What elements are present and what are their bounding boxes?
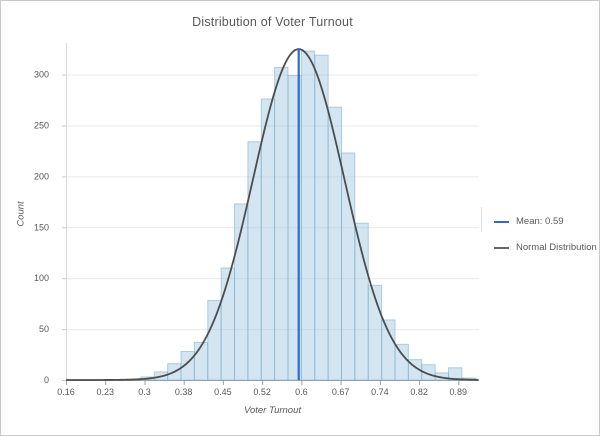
histogram-bar (354, 222, 369, 381)
x-tick-label: 0.45 (214, 387, 232, 397)
y-tick-label: 300 (34, 70, 49, 80)
x-tick-label: 0.23 (96, 387, 114, 397)
histogram-bar (448, 367, 463, 381)
x-tick-label: 0.82 (410, 387, 428, 397)
legend-item-mean: Mean: 0.59 (494, 216, 597, 227)
y-axis-label: Count (15, 201, 27, 227)
histogram-bar (421, 364, 436, 381)
x-tick-label: 0.52 (253, 387, 271, 397)
x-tick-label: 0.16 (57, 387, 75, 397)
x-axis-label: Voter Turnout (243, 405, 302, 416)
legend-label-mean: Mean: 0.59 (516, 216, 564, 227)
legend-label-normal: Normal Distribution (516, 242, 597, 253)
y-tick-label: 150 (34, 222, 49, 232)
histogram-bar (327, 106, 343, 381)
histogram-bar (220, 267, 236, 381)
chart-title: Distribution of Voter Turnout (192, 15, 353, 29)
histogram-bar (300, 50, 316, 381)
y-tick-label: 100 (34, 273, 49, 283)
x-tick-label: 0.89 (450, 387, 468, 397)
y-tick-label: 50 (39, 324, 49, 334)
histogram-bar (207, 300, 222, 381)
y-tick-label: 0 (44, 375, 49, 385)
y-tick-label: 250 (34, 120, 49, 130)
x-tick-label: 0.74 (371, 387, 389, 397)
histogram-bar (274, 66, 289, 381)
y-tick-label: 200 (34, 171, 49, 181)
normal-curve-path (66, 48, 479, 381)
x-tick-label: 0.38 (175, 387, 193, 397)
x-tick-label: 0.6 (295, 387, 308, 397)
histogram-bar (193, 341, 209, 381)
mean-line-swatch (494, 220, 509, 223)
legend: Mean: 0.59 Normal Distribution (494, 216, 597, 253)
histogram-bar (394, 343, 409, 381)
legend-item-normal: Normal Distribution (494, 242, 597, 253)
normal-curve-swatch (494, 246, 509, 249)
histogram-bar (341, 152, 356, 381)
x-tick-label: 0.67 (332, 387, 350, 397)
x-tick-label: 0.3 (138, 387, 151, 397)
histogram-bar (381, 319, 396, 381)
histogram-bar (260, 98, 276, 381)
histogram-bar (247, 141, 262, 381)
